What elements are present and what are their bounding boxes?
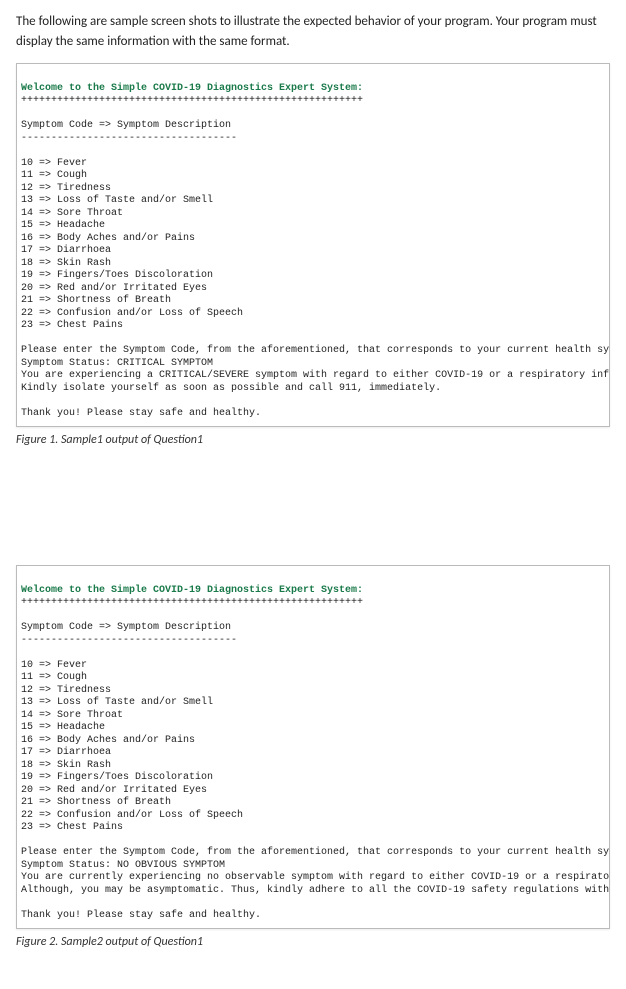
header-line: Symptom Code => Symptom Description	[21, 120, 231, 131]
dash-line: ------------------------------------	[21, 635, 237, 646]
symptom-line: 12 => Tiredness	[21, 183, 111, 194]
plus-line: ++++++++++++++++++++++++++++++++++++++++…	[21, 95, 363, 106]
symptom-line: 22 => Confusion and/or Loss of Speech	[21, 308, 243, 319]
prompt-line: Please enter the Symptom Code, from the …	[21, 847, 610, 858]
console-output-2: Welcome to the Simple COVID-19 Diagnosti…	[16, 565, 610, 929]
welcome-line: Welcome to the Simple COVID-19 Diagnosti…	[21, 585, 363, 596]
prompt-line: Please enter the Symptom Code, from the …	[21, 345, 610, 356]
symptom-line: 12 => Tiredness	[21, 685, 111, 696]
symptom-line: 19 => Fingers/Toes Discoloration	[21, 270, 213, 281]
spacing-gap	[16, 475, 610, 565]
symptom-line: 13 => Loss of Taste and/or Smell	[21, 195, 213, 206]
symptom-line: 23 => Chest Pains	[21, 320, 123, 331]
thankyou-line: Thank you! Please stay safe and healthy.	[21, 910, 261, 921]
symptom-line: 23 => Chest Pains	[21, 822, 123, 833]
message-line: Although, you may be asymptomatic. Thus,…	[21, 885, 610, 896]
symptom-line: 11 => Cough	[21, 170, 87, 181]
dash-line: ------------------------------------	[21, 133, 237, 144]
symptom-line: 11 => Cough	[21, 672, 87, 683]
symptom-line: 10 => Fever	[21, 158, 87, 169]
symptom-line: 18 => Skin Rash	[21, 760, 111, 771]
symptom-line: 17 => Diarrhoea	[21, 245, 111, 256]
figure-caption-1: Figure 1. Sample1 output of Question1	[16, 433, 610, 447]
message-line: Kindly isolate yourself as soon as possi…	[21, 383, 441, 394]
symptom-line: 20 => Red and/or Irritated Eyes	[21, 785, 207, 796]
symptom-line: 15 => Headache	[21, 722, 105, 733]
figure-caption-2: Figure 2. Sample2 output of Question1	[16, 935, 610, 949]
thankyou-line: Thank you! Please stay safe and healthy.	[21, 408, 261, 419]
status-line: Symptom Status: NO OBVIOUS SYMPTOM	[21, 860, 225, 871]
symptom-line: 16 => Body Aches and/or Pains	[21, 233, 195, 244]
plus-line: ++++++++++++++++++++++++++++++++++++++++…	[21, 597, 363, 608]
symptom-line: 22 => Confusion and/or Loss of Speech	[21, 810, 243, 821]
message-line: You are currently experiencing no observ…	[21, 872, 610, 883]
status-line: Symptom Status: CRITICAL SYMPTOM	[21, 358, 213, 369]
symptom-line: 14 => Sore Throat	[21, 710, 123, 721]
console-output-1: Welcome to the Simple COVID-19 Diagnosti…	[16, 63, 610, 427]
symptom-line: 16 => Body Aches and/or Pains	[21, 735, 195, 746]
header-line: Symptom Code => Symptom Description	[21, 622, 231, 633]
symptom-line: 10 => Fever	[21, 660, 87, 671]
symptom-line: 13 => Loss of Taste and/or Smell	[21, 697, 213, 708]
message-line: You are experiencing a CRITICAL/SEVERE s…	[21, 370, 610, 381]
symptom-line: 14 => Sore Throat	[21, 208, 123, 219]
intro-text: The following are sample screen shots to…	[16, 12, 610, 51]
welcome-line: Welcome to the Simple COVID-19 Diagnosti…	[21, 83, 363, 94]
symptom-line: 15 => Headache	[21, 220, 105, 231]
symptom-line: 21 => Shortness of Breath	[21, 797, 171, 808]
symptom-line: 17 => Diarrhoea	[21, 747, 111, 758]
symptom-line: 20 => Red and/or Irritated Eyes	[21, 283, 207, 294]
symptom-line: 19 => Fingers/Toes Discoloration	[21, 772, 213, 783]
symptom-line: 18 => Skin Rash	[21, 258, 111, 269]
symptom-line: 21 => Shortness of Breath	[21, 295, 171, 306]
